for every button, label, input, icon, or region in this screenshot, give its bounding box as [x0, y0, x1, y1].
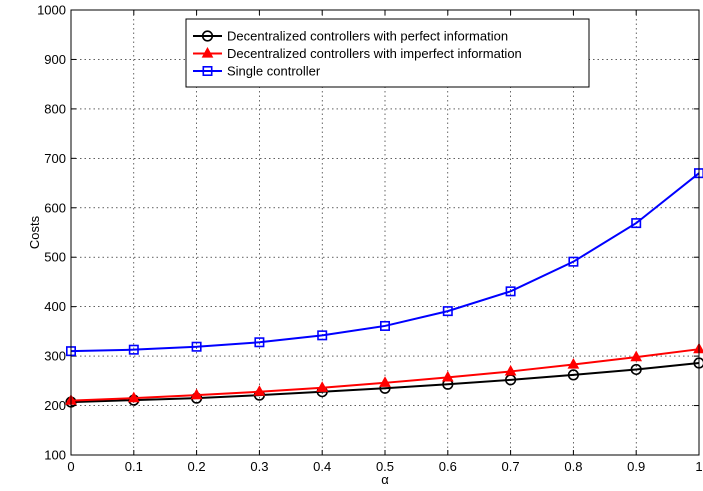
x-tick-label: 0.6 — [439, 459, 457, 474]
y-tick-label: 900 — [44, 52, 66, 67]
data-point-square — [202, 66, 213, 77]
data-point-circle — [567, 369, 580, 381]
series-line — [70, 172, 700, 353]
data-point-triangle — [316, 381, 329, 392]
data-point-triangle — [630, 350, 643, 362]
data-point-triangle — [379, 376, 391, 387]
legend-item: Single controller — [193, 64, 321, 79]
data-point-circle — [630, 363, 642, 376]
data-point-triangle — [567, 357, 580, 369]
legend-item: Decentralized controllers with perfect i… — [193, 29, 508, 44]
y-tick-label: 700 — [44, 151, 66, 166]
data-point-square — [631, 218, 642, 229]
x-axis-label: α — [381, 472, 389, 487]
series-line — [70, 362, 700, 404]
legend-label: Single controller — [227, 64, 321, 79]
legend-item: Decentralized controllers with imperfect… — [193, 46, 522, 61]
data-point-square — [505, 286, 516, 297]
y-tick-label: 400 — [44, 299, 66, 314]
data-point-square — [317, 330, 328, 341]
x-tick-label: 0.2 — [188, 459, 206, 474]
grid-lines — [71, 10, 699, 455]
y-axis-label: Costs — [27, 215, 42, 249]
y-tick-label: 300 — [44, 349, 66, 364]
x-tick-label: 0.7 — [502, 459, 520, 474]
data-point-triangle — [201, 46, 214, 58]
data-point-square — [442, 306, 453, 317]
data-point-circle — [201, 30, 214, 42]
data-point-square — [191, 341, 202, 352]
data-point-triangle — [127, 391, 140, 403]
x-tick-label: 0.3 — [250, 459, 268, 474]
tick-labels: 0 0.1 0.2 0.3 0.4 0.5 0.6 0.7 0.8 0.9 1 100 200 300 40… — [37, 3, 703, 475]
data-point-triangle — [441, 370, 454, 382]
x-tick-label: 0.1 — [125, 459, 143, 474]
x-tick-label: 0 — [67, 459, 74, 474]
legend: Decentralized controllers with perfect i… — [185, 18, 590, 88]
y-tick-label: 1000 — [37, 3, 66, 18]
data-point-triangle — [504, 364, 517, 376]
x-tick-label: 0.8 — [564, 459, 582, 474]
data-point-square — [568, 256, 579, 267]
y-tick-label: 800 — [44, 101, 66, 116]
legend-box — [185, 18, 590, 88]
legend-label: Decentralized controllers with perfect i… — [227, 29, 508, 44]
plot-area-frame — [70, 9, 700, 456]
x-tick-label: 1 — [695, 459, 702, 474]
data-point-triangle — [190, 388, 203, 400]
series-lines — [65, 168, 703, 408]
x-tick-label: 0.5 — [376, 459, 394, 474]
x-tick-label: 0.9 — [627, 459, 645, 474]
y-tick-label: 500 — [44, 250, 66, 265]
y-tick-label: 100 — [44, 448, 66, 463]
data-point-square — [379, 320, 390, 331]
data-point-triangle — [253, 385, 266, 396]
y-tick-label: 200 — [44, 398, 66, 413]
data-point-square — [254, 337, 265, 348]
x-tick-label: 0.4 — [313, 459, 331, 474]
series-2 — [65, 342, 703, 405]
data-point-square — [128, 344, 139, 355]
y-tick-label: 600 — [44, 200, 66, 215]
legend-label: Decentralized controllers with imperfect… — [227, 46, 522, 61]
